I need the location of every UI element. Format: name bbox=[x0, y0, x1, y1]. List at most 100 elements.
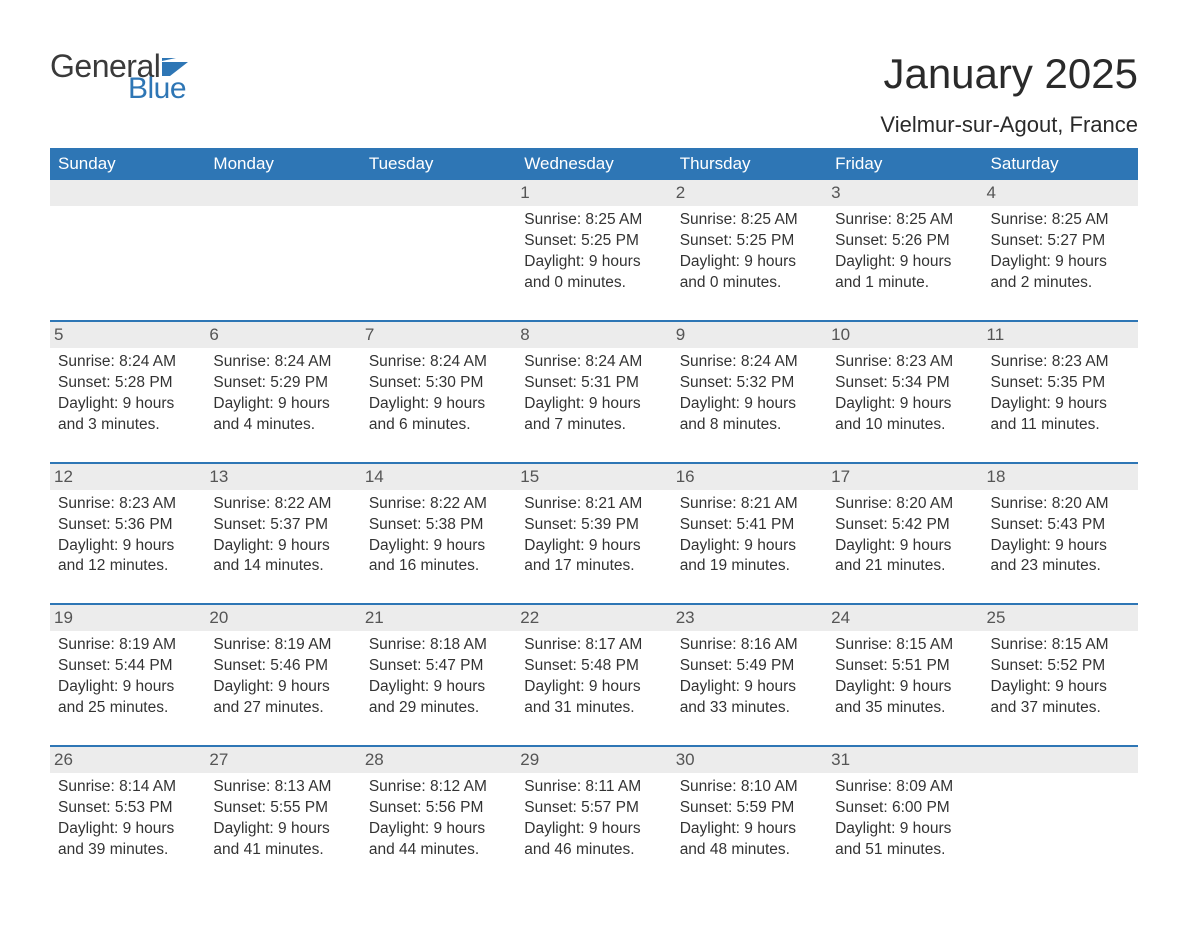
day-details: Sunrise: 8:17 AMSunset: 5:48 PMDaylight:… bbox=[522, 635, 665, 719]
day-details: Sunrise: 8:15 AMSunset: 5:52 PMDaylight:… bbox=[989, 635, 1132, 719]
day-number-bar: 1 bbox=[516, 180, 671, 206]
daylight-line: Daylight: 9 hours and 12 minutes. bbox=[58, 536, 199, 578]
day-details: Sunrise: 8:11 AMSunset: 5:57 PMDaylight:… bbox=[522, 777, 665, 861]
sunrise-line: Sunrise: 8:20 AM bbox=[835, 494, 976, 515]
day-details: Sunrise: 8:24 AMSunset: 5:30 PMDaylight:… bbox=[367, 352, 510, 436]
sunset-line: Sunset: 5:27 PM bbox=[991, 231, 1132, 252]
calendar-cell: 23Sunrise: 8:16 AMSunset: 5:49 PMDayligh… bbox=[672, 603, 827, 745]
daylight-line: Daylight: 9 hours and 3 minutes. bbox=[58, 394, 199, 436]
day-number: 26 bbox=[54, 750, 73, 769]
sunrise-line: Sunrise: 8:24 AM bbox=[524, 352, 665, 373]
calendar-cell: 14Sunrise: 8:22 AMSunset: 5:38 PMDayligh… bbox=[361, 462, 516, 604]
day-details: Sunrise: 8:25 AMSunset: 5:25 PMDaylight:… bbox=[522, 210, 665, 294]
sunset-line: Sunset: 5:52 PM bbox=[991, 656, 1132, 677]
daylight-line: Daylight: 9 hours and 46 minutes. bbox=[524, 819, 665, 861]
calendar-cell: 12Sunrise: 8:23 AMSunset: 5:36 PMDayligh… bbox=[50, 462, 205, 604]
sunset-line: Sunset: 5:39 PM bbox=[524, 515, 665, 536]
calendar-cell: 7Sunrise: 8:24 AMSunset: 5:30 PMDaylight… bbox=[361, 320, 516, 462]
day-details: Sunrise: 8:24 AMSunset: 5:29 PMDaylight:… bbox=[211, 352, 354, 436]
day-details: Sunrise: 8:25 AMSunset: 5:27 PMDaylight:… bbox=[989, 210, 1132, 294]
calendar-cell: 3 Sunrise: 8:25 AMSunset: 5:26 PMDaylight… bbox=[827, 180, 982, 320]
day-number-bar: 4 bbox=[983, 180, 1138, 206]
day-number: 4 bbox=[987, 183, 996, 202]
day-number-bar: 8 bbox=[516, 320, 671, 348]
day-number: 6 bbox=[209, 325, 218, 344]
sunrise-line: Sunrise: 8:19 AM bbox=[58, 635, 199, 656]
day-number: 13 bbox=[209, 467, 228, 486]
calendar-cell: 4 Sunrise: 8:25 AMSunset: 5:27 PMDaylight… bbox=[983, 180, 1138, 320]
day-number: 3 bbox=[831, 183, 840, 202]
calendar-cell: 26Sunrise: 8:14 AMSunset: 5:53 PMDayligh… bbox=[50, 745, 205, 887]
day-details: Sunrise: 8:18 AMSunset: 5:47 PMDaylight:… bbox=[367, 635, 510, 719]
calendar-cell: 21 Sunrise: 8:18 AMSunset: 5:47 PMDayligh… bbox=[361, 603, 516, 745]
day-number-bar: 27 bbox=[205, 745, 360, 773]
daylight-line: Daylight: 9 hours and 33 minutes. bbox=[680, 677, 821, 719]
sunrise-line: Sunrise: 8:25 AM bbox=[835, 210, 976, 231]
day-details: Sunrise: 8:12 AMSunset: 5:56 PMDaylight:… bbox=[367, 777, 510, 861]
sunrise-line: Sunrise: 8:13 AM bbox=[213, 777, 354, 798]
day-number-bar: 28 bbox=[361, 745, 516, 773]
sunrise-line: Sunrise: 8:22 AM bbox=[369, 494, 510, 515]
sunset-line: Sunset: 5:53 PM bbox=[58, 798, 199, 819]
logo: General Blue bbox=[50, 50, 188, 104]
day-number: 17 bbox=[831, 467, 850, 486]
calendar-cell bbox=[983, 745, 1138, 887]
day-number: 23 bbox=[676, 608, 695, 627]
sunset-line: Sunset: 5:48 PM bbox=[524, 656, 665, 677]
day-details: Sunrise: 8:13 AMSunset: 5:55 PMDaylight:… bbox=[211, 777, 354, 861]
sunset-line: Sunset: 5:59 PM bbox=[680, 798, 821, 819]
daylight-line: Daylight: 9 hours and 44 minutes. bbox=[369, 819, 510, 861]
day-number: 8 bbox=[520, 325, 529, 344]
calendar-cell: 18Sunrise: 8:20 AMSunset: 5:43 PMDayligh… bbox=[983, 462, 1138, 604]
daylight-line: Daylight: 9 hours and 51 minutes. bbox=[835, 819, 976, 861]
day-header: Thursday bbox=[672, 148, 827, 180]
day-number-bar: 14 bbox=[361, 462, 516, 490]
calendar-week-row: 5Sunrise: 8:24 AMSunset: 5:28 PMDaylight… bbox=[50, 320, 1138, 462]
sunrise-line: Sunrise: 8:22 AM bbox=[213, 494, 354, 515]
sunset-line: Sunset: 5:44 PM bbox=[58, 656, 199, 677]
day-number-bar: 21 bbox=[361, 603, 516, 631]
calendar-cell: 17 Sunrise: 8:20 AMSunset: 5:42 PMDayligh… bbox=[827, 462, 982, 604]
calendar-cell: 15Sunrise: 8:21 AMSunset: 5:39 PMDayligh… bbox=[516, 462, 671, 604]
daylight-line: Daylight: 9 hours and 0 minutes. bbox=[524, 252, 665, 294]
daylight-line: Daylight: 9 hours and 1 minute. bbox=[835, 252, 976, 294]
sunset-line: Sunset: 5:42 PM bbox=[835, 515, 976, 536]
calendar-cell: 24Sunrise: 8:15 AMSunset: 5:51 PMDayligh… bbox=[827, 603, 982, 745]
day-header: Saturday bbox=[983, 148, 1138, 180]
day-number-bar: 20 bbox=[205, 603, 360, 631]
day-number-bar: 5 bbox=[50, 320, 205, 348]
day-number-bar: 3 bbox=[827, 180, 982, 206]
sunset-line: Sunset: 5:31 PM bbox=[524, 373, 665, 394]
sunset-line: Sunset: 5:29 PM bbox=[213, 373, 354, 394]
daylight-line: Daylight: 9 hours and 19 minutes. bbox=[680, 536, 821, 578]
sunset-line: Sunset: 5:47 PM bbox=[369, 656, 510, 677]
day-number-bar: 12 bbox=[50, 462, 205, 490]
day-number-bar: 29 bbox=[516, 745, 671, 773]
calendar-week-row: 19 Sunrise: 8:19 AMSunset: 5:44 PM Dayligh… bbox=[50, 603, 1138, 745]
daylight-line: Daylight: 9 hours and 10 minutes. bbox=[835, 394, 976, 436]
day-details: Sunrise: 8:21 AMSunset: 5:41 PMDaylight:… bbox=[678, 494, 821, 578]
day-number: 9 bbox=[676, 325, 685, 344]
sunset-line: Sunset: 5:26 PM bbox=[835, 231, 976, 252]
calendar-cell: 28 Sunrise: 8:12 AMSunset: 5:56 PMDayligh… bbox=[361, 745, 516, 887]
day-number: 10 bbox=[831, 325, 850, 344]
sunrise-line: Sunrise: 8:23 AM bbox=[58, 494, 199, 515]
daylight-line: Daylight: 9 hours and 6 minutes. bbox=[369, 394, 510, 436]
daylight-line: Daylight: 9 hours and 35 minutes. bbox=[835, 677, 976, 719]
day-header: Friday bbox=[827, 148, 982, 180]
day-number-bar: 2 bbox=[672, 180, 827, 206]
day-details: Sunrise: 8:20 AMSunset: 5:43 PMDaylight:… bbox=[989, 494, 1132, 578]
day-details: Sunrise: 8:20 AMSunset: 5:42 PMDaylight:… bbox=[833, 494, 976, 578]
calendar-cell: 9Sunrise: 8:24 AMSunset: 5:32 PMDaylight… bbox=[672, 320, 827, 462]
sunrise-line: Sunrise: 8:18 AM bbox=[369, 635, 510, 656]
day-number: 28 bbox=[365, 750, 384, 769]
day-number-bar: 26 bbox=[50, 745, 205, 773]
sunset-line: Sunset: 5:38 PM bbox=[369, 515, 510, 536]
day-number: 21 bbox=[365, 608, 384, 627]
day-number-bar: 24 bbox=[827, 603, 982, 631]
daylight-line: Daylight: 9 hours and 7 minutes. bbox=[524, 394, 665, 436]
daylight-line: Daylight: 9 hours and 11 minutes. bbox=[991, 394, 1132, 436]
day-number-bar: 19 bbox=[50, 603, 205, 631]
day-details: Sunrise: 8:23 AMSunset: 5:34 PMDaylight:… bbox=[833, 352, 976, 436]
day-number: 29 bbox=[520, 750, 539, 769]
